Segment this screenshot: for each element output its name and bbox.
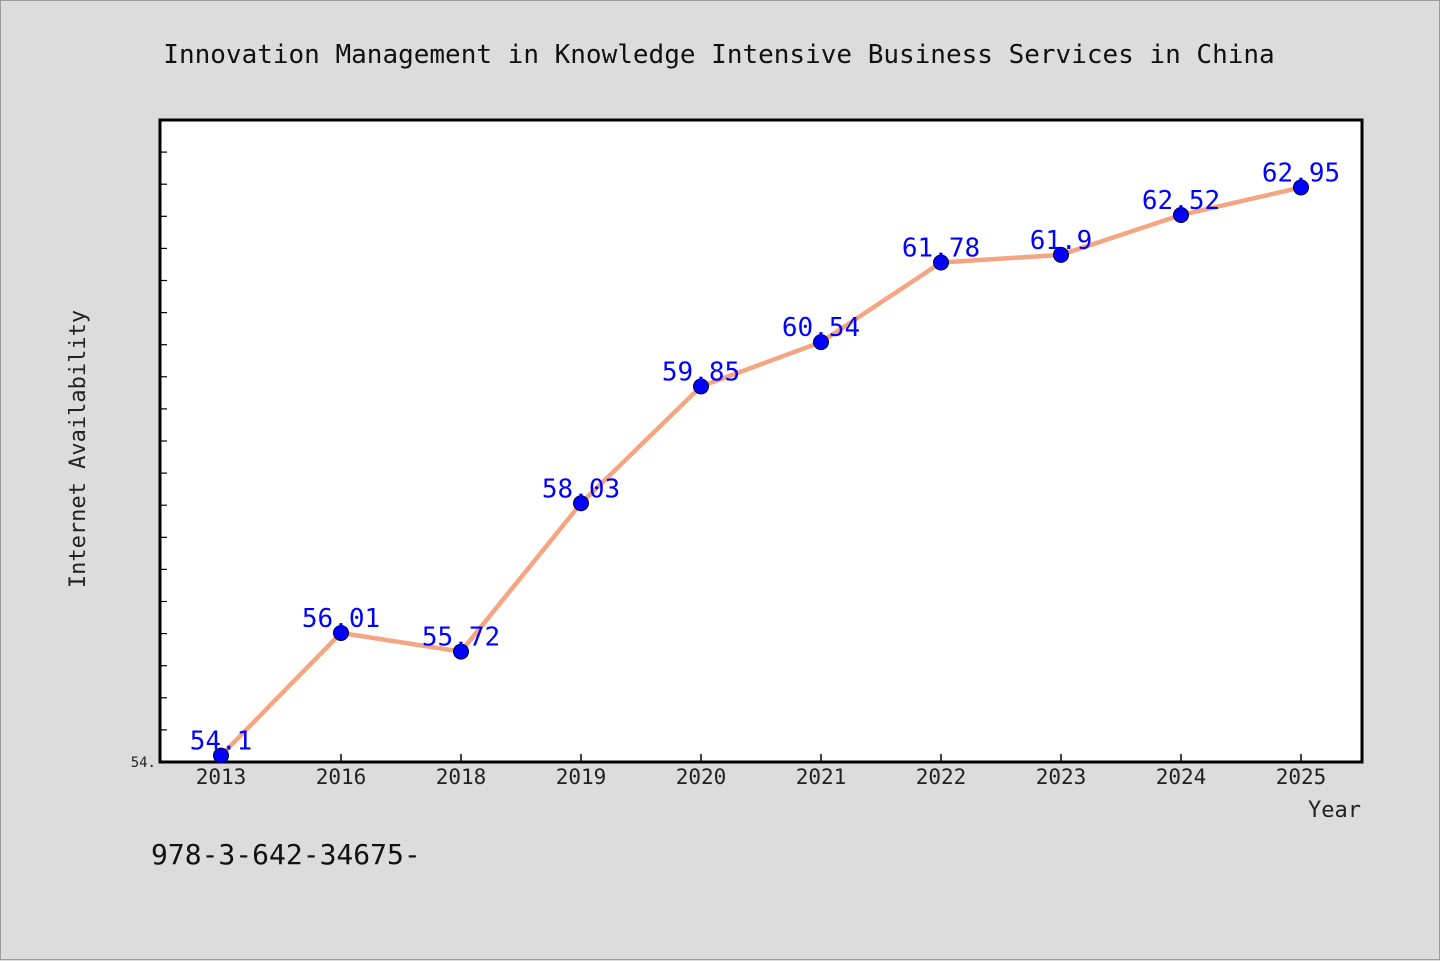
data-point (213, 747, 229, 764)
x-tick-label: 2020 (676, 765, 727, 789)
data-point (1293, 179, 1309, 196)
data-label: 54.1 (190, 727, 253, 757)
data-point (1173, 207, 1189, 224)
data-label: 62.95 (1262, 158, 1340, 188)
x-tick-label: 2019 (556, 765, 607, 789)
data-label: 60.54 (782, 313, 860, 343)
x-tick-label: 2016 (316, 765, 367, 789)
series-layer: 54.1 56.01 55.72 58.03 59.85 60.54 61.78 61.9 62… (190, 158, 1340, 764)
x-tick-label: 2024 (1156, 765, 1207, 789)
data-label: 56.01 (302, 604, 380, 634)
data-label: 59.85 (662, 357, 740, 387)
data-label: 61.78 (902, 234, 980, 264)
y-axis-label: Internet Availability (66, 310, 91, 588)
data-point (333, 624, 349, 641)
x-tick-label: 2018 (436, 765, 487, 789)
footnote-text: 978-3-642-34675- (151, 838, 421, 871)
y-tick-label: 54. (131, 755, 156, 771)
series-line (218, 185, 1304, 758)
x-axis-label: Year (1308, 798, 1361, 823)
data-point (1053, 246, 1069, 263)
chart-title: Innovation Management in Knowledge Inten… (163, 40, 1274, 70)
data-label: 62.52 (1142, 186, 1220, 216)
data-label: 55.72 (422, 623, 500, 653)
x-tick-label: 2021 (796, 765, 847, 789)
y-axis-ticks (160, 119, 167, 731)
data-label: 58.03 (542, 474, 620, 504)
x-tick-label: 2023 (1036, 765, 1087, 789)
x-tick-label: 2025 (1276, 765, 1327, 789)
data-point (693, 378, 709, 395)
data-point (453, 643, 469, 660)
data-point (933, 254, 949, 271)
x-tick-label: 2022 (916, 765, 967, 789)
data-point (573, 495, 589, 512)
data-label: 61.9 (1030, 226, 1093, 256)
data-point (813, 334, 829, 351)
x-axis-ticks: 2013 2016 2018 2019 2020 2021 2022 2023 2024 2025 (196, 754, 1327, 789)
plot-area (158, 118, 1364, 764)
x-tick-label: 2013 (196, 765, 247, 789)
